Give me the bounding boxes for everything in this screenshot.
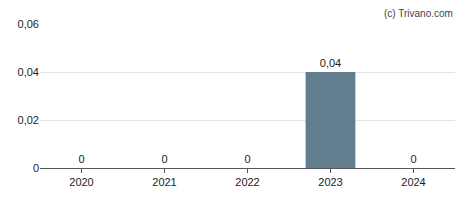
svg-text:0,02: 0,02 — [18, 114, 39, 126]
svg-text:2024: 2024 — [401, 176, 425, 188]
svg-text:2021: 2021 — [152, 176, 176, 188]
svg-text:0: 0 — [33, 162, 39, 174]
svg-text:0,04: 0,04 — [18, 66, 39, 78]
svg-text:2023: 2023 — [318, 176, 342, 188]
svg-text:0,06: 0,06 — [18, 18, 39, 30]
svg-text:0: 0 — [78, 153, 84, 165]
svg-text:(c) Trivano.com: (c) Trivano.com — [384, 8, 453, 19]
svg-text:2020: 2020 — [69, 176, 93, 188]
svg-text:0: 0 — [410, 153, 416, 165]
svg-text:0: 0 — [244, 153, 250, 165]
svg-text:0,04: 0,04 — [320, 57, 341, 69]
svg-text:2022: 2022 — [235, 176, 259, 188]
svg-text:0: 0 — [161, 153, 167, 165]
